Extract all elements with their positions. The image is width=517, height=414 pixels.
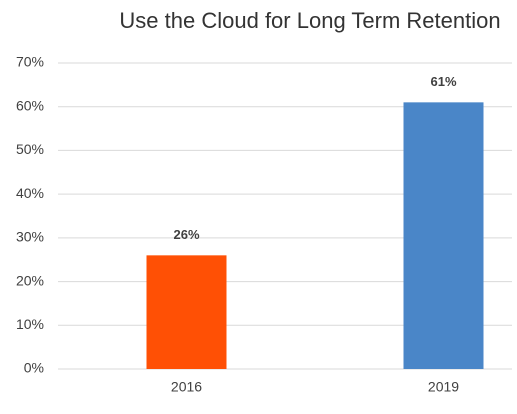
y-tick-label: 30% xyxy=(16,229,44,245)
y-tick-label: 0% xyxy=(24,360,44,376)
y-tick-label: 60% xyxy=(16,97,44,113)
bar xyxy=(146,255,227,369)
value-label: 26% xyxy=(173,227,199,242)
y-tick-label: 20% xyxy=(16,272,44,288)
y-tick-label: 70% xyxy=(16,54,44,70)
bar xyxy=(403,102,484,369)
y-tick-label: 50% xyxy=(16,141,44,157)
y-tick-label: 40% xyxy=(16,185,44,201)
x-tick-label: 2019 xyxy=(428,379,459,395)
value-label: 61% xyxy=(430,74,456,89)
y-tick-label: 10% xyxy=(16,316,44,332)
chart-title: Use the Cloud for Long Term Retention xyxy=(119,8,500,33)
x-tick-label: 2016 xyxy=(171,379,202,395)
